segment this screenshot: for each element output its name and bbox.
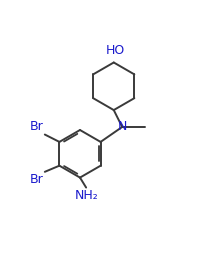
Text: HO: HO <box>106 44 125 57</box>
Text: NH₂: NH₂ <box>75 189 99 202</box>
Text: N: N <box>117 121 127 133</box>
Text: Br: Br <box>30 120 44 133</box>
Text: Br: Br <box>30 173 44 186</box>
